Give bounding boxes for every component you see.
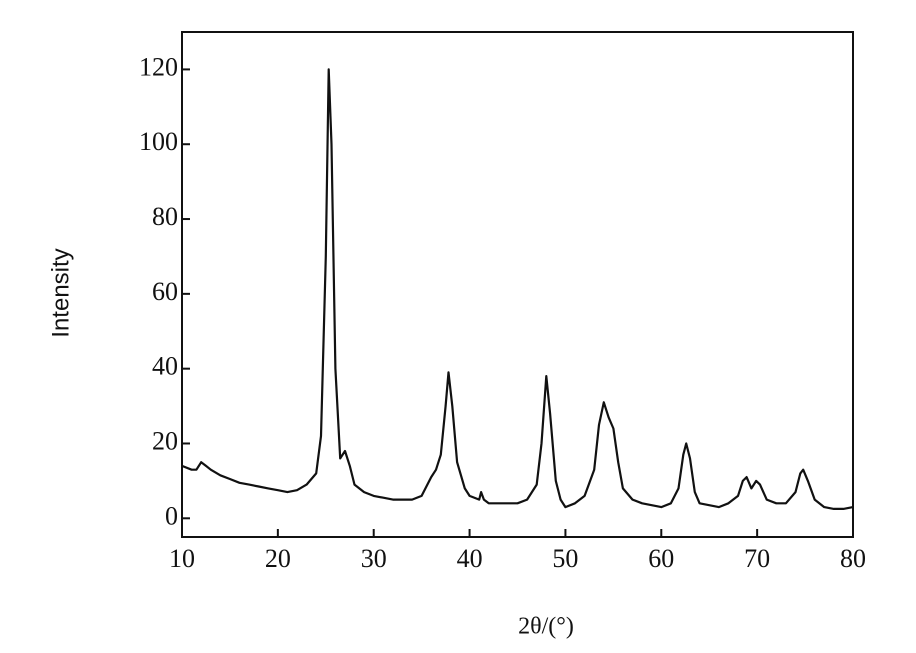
x-tick-label: 10	[169, 544, 195, 573]
y-tick-label: 100	[139, 127, 178, 156]
y-tick-label: 0	[165, 501, 178, 530]
x-tick-label: 30	[361, 544, 387, 573]
x-tick-label: 80	[840, 544, 866, 573]
x-tick-label: 60	[648, 544, 674, 573]
y-tick-label: 20	[152, 426, 178, 455]
y-axis-title: Intensity	[47, 248, 74, 337]
data-line	[181, 68, 854, 510]
y-tick-label: 60	[152, 277, 178, 306]
y-tick-label: 80	[152, 202, 178, 231]
plot-frame	[181, 31, 854, 538]
x-tick-label: 70	[744, 544, 770, 573]
x-tick-label: 50	[552, 544, 578, 573]
y-tick-label: 120	[139, 52, 178, 81]
x-tick-label: 40	[457, 544, 483, 573]
x-tick-label: 20	[265, 544, 291, 573]
y-tick-label: 40	[152, 352, 178, 381]
x-axis-title: 2θ/(°)	[518, 614, 574, 640]
